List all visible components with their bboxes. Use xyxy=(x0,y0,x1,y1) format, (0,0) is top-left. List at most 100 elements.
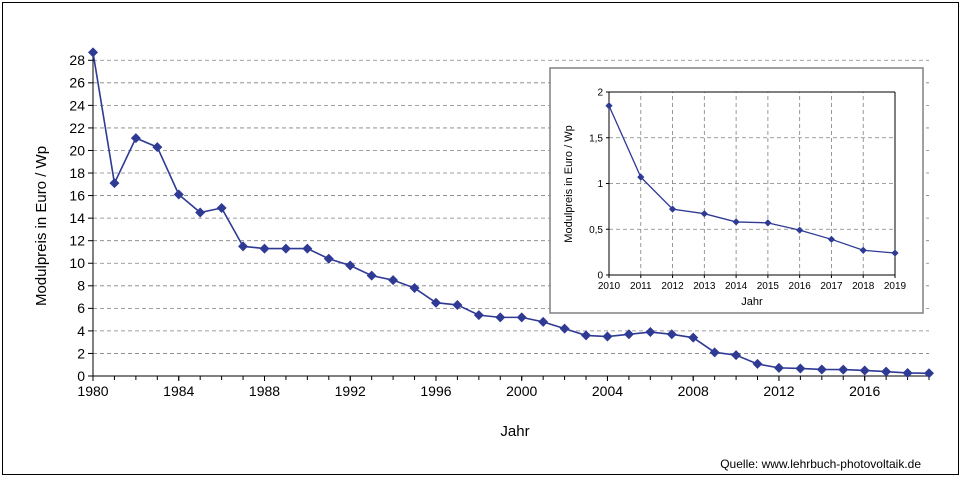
x-tick-label: 2011 xyxy=(630,281,652,292)
y-tick-label: 22 xyxy=(69,120,85,136)
data-point-marker xyxy=(88,47,98,58)
data-point-marker xyxy=(581,330,592,341)
y-tick-label: 26 xyxy=(69,75,85,91)
y-tick-label: 16 xyxy=(69,187,85,203)
data-point-marker xyxy=(345,260,356,271)
inset-chart-series xyxy=(605,102,899,257)
data-point-marker xyxy=(732,218,740,226)
y-tick-label: 24 xyxy=(69,97,85,113)
data-point-marker xyxy=(859,246,867,254)
data-point-marker xyxy=(173,189,184,200)
inset-y-axis-label: Modulpreis in Euro / Wp xyxy=(563,125,575,242)
y-tick-label: 18 xyxy=(69,165,85,181)
data-point-marker xyxy=(645,327,656,338)
inset-x-axis-label: Jahr xyxy=(741,296,763,308)
data-point-marker xyxy=(152,142,163,153)
y-tick-label: 12 xyxy=(69,233,85,249)
x-tick-label: 2012 xyxy=(661,281,684,292)
data-point-marker xyxy=(366,270,377,281)
x-tick-label: 1992 xyxy=(335,383,366,399)
x-tick-label: 2018 xyxy=(852,281,875,292)
data-point-marker xyxy=(473,310,484,321)
data-point-marker xyxy=(859,365,870,376)
y-tick-label: 4 xyxy=(77,323,85,339)
data-point-marker xyxy=(668,205,677,213)
data-point-marker xyxy=(752,358,763,369)
data-point-marker xyxy=(709,347,720,358)
inset-chart: 0 0,5 1 1,5 2 2010 2011 2012 2013 2014 2015 2016 201… xyxy=(549,67,924,314)
data-point-marker xyxy=(902,367,913,378)
y-tick-label: 1 xyxy=(597,179,603,190)
x-tick-label: 2015 xyxy=(757,281,780,292)
data-point-marker xyxy=(816,364,827,375)
x-tick-label: 2017 xyxy=(820,281,843,292)
data-point-marker xyxy=(109,178,120,189)
data-point-marker xyxy=(666,329,677,340)
data-point-marker xyxy=(731,350,742,361)
x-tick-label: 2019 xyxy=(884,281,907,292)
data-point-marker xyxy=(195,207,206,218)
data-point-marker xyxy=(796,226,804,234)
main-y-axis-label: Modulpreis in Euro / Wp xyxy=(33,146,50,306)
data-point-marker xyxy=(495,312,506,323)
data-point-marker xyxy=(773,362,784,373)
x-tick-label: 1996 xyxy=(420,383,451,399)
x-tick-label: 2016 xyxy=(849,383,880,399)
y-tick-label: 20 xyxy=(69,142,85,158)
x-tick-label: 2004 xyxy=(592,383,623,399)
x-tick-label: 2010 xyxy=(598,281,621,292)
x-tick-label: 1984 xyxy=(163,383,194,399)
x-tick-label: 2013 xyxy=(693,281,716,292)
data-point-marker xyxy=(924,368,934,379)
y-tick-label: 28 xyxy=(69,52,85,68)
data-point-marker xyxy=(559,323,570,334)
y-tick-label: 0 xyxy=(77,368,85,384)
data-point-marker xyxy=(838,364,849,375)
data-point-marker xyxy=(637,173,645,181)
data-point-marker xyxy=(130,133,141,144)
x-tick-label: 2008 xyxy=(678,383,709,399)
y-tick-label: 2 xyxy=(597,88,603,99)
x-tick-label: 1980 xyxy=(77,383,108,399)
x-tick-label: 2012 xyxy=(763,383,794,399)
data-point-marker xyxy=(881,366,892,377)
x-tick-label: 2016 xyxy=(789,281,812,292)
data-point-marker xyxy=(688,332,699,343)
data-point-marker xyxy=(602,331,613,342)
data-point-marker xyxy=(238,241,249,252)
data-point-marker xyxy=(323,253,334,264)
y-tick-label: 8 xyxy=(77,278,85,294)
data-point-marker xyxy=(891,249,899,257)
main-chart-series xyxy=(88,47,934,379)
data-point-marker xyxy=(764,219,772,227)
x-tick-label: 1988 xyxy=(249,383,280,399)
series-line xyxy=(608,105,896,254)
x-tick-label: 2000 xyxy=(506,383,537,399)
source-credit: Quelle: www.lehrbuch-photovoltaik.de xyxy=(720,457,921,471)
data-point-marker xyxy=(302,243,313,254)
y-tick-label: 6 xyxy=(77,300,85,316)
data-point-marker xyxy=(409,283,420,294)
y-tick-label: 1,5 xyxy=(589,133,603,144)
main-x-axis-label: Jahr xyxy=(500,423,529,440)
x-tick-label: 2014 xyxy=(725,281,748,292)
data-point-marker xyxy=(605,102,613,110)
data-point-marker xyxy=(259,243,270,254)
series-line xyxy=(92,52,930,375)
y-tick-label: 2 xyxy=(77,345,85,361)
data-point-marker xyxy=(827,235,836,243)
data-point-marker xyxy=(216,202,227,213)
y-tick-label: 0 xyxy=(597,271,603,282)
data-point-marker xyxy=(430,297,441,308)
data-point-marker xyxy=(623,329,634,340)
data-point-marker xyxy=(795,363,806,374)
data-point-marker xyxy=(280,243,291,254)
data-point-marker xyxy=(388,275,399,286)
data-point-marker xyxy=(700,210,708,218)
inset-chart-axes: 0 0,5 1 1,5 2 2010 2011 2012 2013 2014 2015 2016 201… xyxy=(589,88,906,293)
data-point-marker xyxy=(452,299,463,310)
y-tick-label: 10 xyxy=(69,255,85,271)
